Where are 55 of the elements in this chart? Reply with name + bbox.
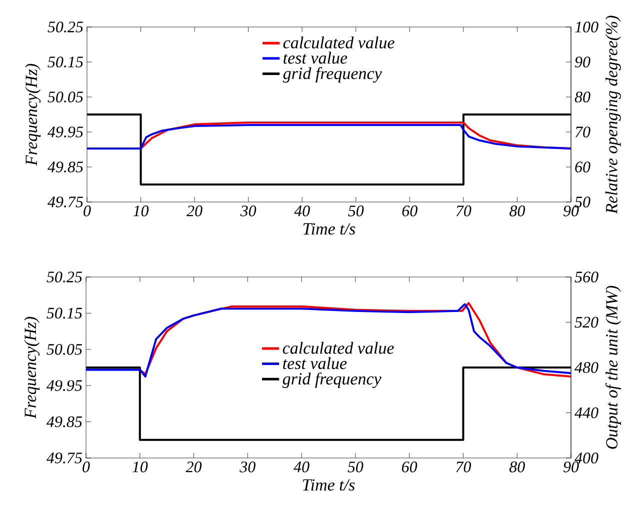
legend-label: calculated value bbox=[283, 36, 394, 48]
x-tick-label: 10 bbox=[132, 462, 148, 472]
y-axis-title: Frequency(Hz) bbox=[25, 64, 41, 166]
y2-tick-label: 70 bbox=[575, 126, 590, 138]
x-tick-label: 40 bbox=[294, 462, 310, 472]
x-tick-label: 20 bbox=[186, 462, 202, 472]
x-axis-title: Time t/s bbox=[302, 479, 355, 491]
x-tick-label: 70 bbox=[456, 206, 472, 216]
y2-axis-title: Relative openging degree(%) bbox=[605, 16, 621, 214]
y-tick-label: 50.15 bbox=[48, 56, 83, 68]
y-tick-label: 49.85 bbox=[46, 416, 82, 428]
x-tick-label: 90 bbox=[563, 462, 579, 472]
y2-tick-label: 60 bbox=[575, 162, 590, 172]
y-axis-title: Frequency(Hz) bbox=[24, 316, 40, 419]
x-tick-label: 90 bbox=[563, 206, 579, 216]
y2-tick-label: 80 bbox=[574, 92, 590, 102]
legend-label: grid frequency bbox=[282, 67, 382, 83]
y2-tick-label: 560 bbox=[574, 272, 598, 282]
x-tick-label: 80 bbox=[509, 462, 525, 472]
y2-axis-title: Output of the unit (MW) bbox=[605, 286, 621, 449]
y2-tick-label: 480 bbox=[574, 362, 598, 373]
x-tick-label: 60 bbox=[402, 462, 418, 472]
x-tick-label: 50 bbox=[348, 462, 364, 472]
x-tick-label: 30 bbox=[240, 462, 256, 472]
x-tick-label: 0 bbox=[84, 206, 91, 216]
y2-tick-label: 90 bbox=[575, 56, 590, 68]
y-tick-label: 49.95 bbox=[48, 126, 83, 138]
y-tick-label: 50.25 bbox=[48, 22, 83, 32]
y-tick-label: 50.15 bbox=[46, 308, 82, 319]
y-tick-label: 49.75 bbox=[48, 196, 83, 208]
legend-label: grid frequency bbox=[282, 372, 382, 388]
y-tick-label: 50.05 bbox=[46, 344, 82, 355]
x-tick-label: 10 bbox=[133, 206, 149, 216]
legend-label: test value bbox=[283, 357, 347, 370]
legend-label: calculated value bbox=[282, 342, 394, 354]
x-tick-label: 40 bbox=[294, 206, 310, 216]
x-tick-label: 60 bbox=[402, 206, 418, 216]
x-tick-label: 80 bbox=[510, 206, 526, 216]
y-tick-label: 50.05 bbox=[48, 92, 83, 102]
x-axis-title: Time t/s bbox=[303, 223, 356, 235]
y2-tick-label: 50 bbox=[574, 196, 590, 208]
x-tick-label: 50 bbox=[348, 206, 364, 216]
y2-tick-label: 400 bbox=[574, 452, 598, 464]
y2-tick-label: 100 bbox=[575, 22, 598, 32]
x-tick-label: 20 bbox=[186, 206, 202, 216]
y-tick-label: 50.25 bbox=[46, 272, 82, 282]
y-tick-label: 49.75 bbox=[46, 452, 82, 464]
x-tick-label: 70 bbox=[456, 462, 472, 472]
x-tick-label: 30 bbox=[240, 206, 256, 216]
y-tick-label: 49.95 bbox=[46, 380, 82, 391]
y2-tick-label: 520 bbox=[574, 316, 598, 328]
legend-label: test value bbox=[284, 52, 348, 64]
x-tick-label: 0 bbox=[82, 462, 90, 472]
y2-tick-label: 440 bbox=[574, 407, 598, 418]
y-tick-label: 49.85 bbox=[48, 162, 83, 172]
